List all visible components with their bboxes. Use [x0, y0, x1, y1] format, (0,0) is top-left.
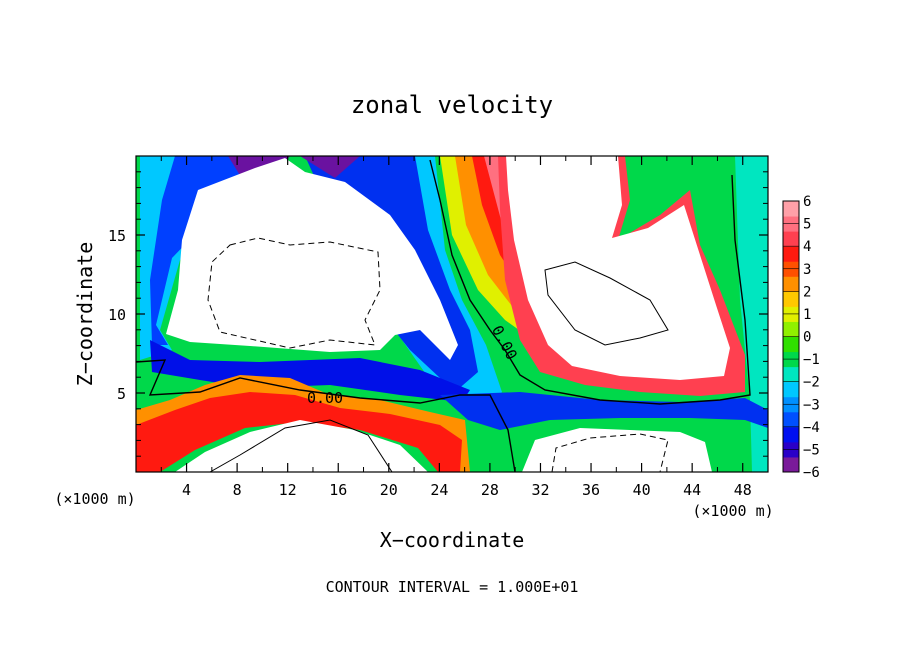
colorbar-label: −1: [803, 352, 820, 368]
colorbar-swatch: [783, 231, 799, 247]
colorbar-label: 5: [803, 217, 811, 233]
x-tick-label: 8: [233, 481, 242, 499]
x-unit-right: (×1000 m): [692, 502, 773, 520]
colorbar-swatch: [783, 411, 799, 428]
x-tick-label: 4: [182, 481, 191, 499]
x-tick-label: 40: [633, 481, 651, 499]
colorbar-swatch: [783, 291, 799, 307]
band-blob-bottom: [150, 340, 470, 402]
colorbar-swatch: [783, 456, 799, 473]
colorbar-label: 6: [803, 194, 811, 210]
x-unit-left: (×1000 m): [54, 490, 135, 508]
x-tick-label: 16: [329, 481, 347, 499]
contour-zero-upper: [429, 159, 751, 405]
y-tick-label: 10: [108, 306, 126, 324]
colorbar-label: −3: [803, 397, 820, 413]
colorbar-swatch: [783, 321, 799, 337]
y-tick-label: 15: [108, 227, 126, 245]
contour-label-zero-1: 0.00: [307, 389, 343, 407]
blob-upper-negative: [166, 158, 458, 360]
x-tick-label: 36: [582, 481, 600, 499]
contour-zero-lower: [136, 359, 516, 472]
blob-upper-positive-core: [506, 156, 730, 380]
y-axis-label: Z−coordinate: [73, 242, 97, 387]
colorbar-swatch: [783, 276, 799, 292]
colorbar-swatch: [783, 366, 799, 383]
colorbar-label: −6: [803, 465, 820, 481]
chart-title: zonal velocity: [351, 91, 553, 119]
colorbar-label: 4: [803, 239, 811, 255]
colorbar-swatch: [783, 381, 799, 398]
colorbar-swatch: [783, 246, 799, 262]
band-lower-left-red: [136, 392, 462, 472]
x-tick-label: 28: [481, 481, 499, 499]
y-axis: 5 10 15: [108, 171, 768, 457]
colorbar-label: −5: [803, 442, 820, 458]
contour-dashed-upper: [207, 237, 381, 349]
x-axis: 4 8 12 16 20 24 28 32 36 40 44 48: [160, 156, 752, 499]
colorbar-swatch: [783, 336, 799, 353]
contour-dashed-lower: [551, 433, 669, 472]
x-axis-label: X−coordinate: [380, 528, 525, 552]
colorbar-label: −2: [803, 375, 820, 391]
blob-lower-positive: [175, 420, 428, 472]
contour-interval-note: CONTOUR INTERVAL = 1.000E+01: [326, 578, 579, 596]
colorbar-label: −4: [803, 420, 820, 436]
x-tick-label: 24: [430, 481, 448, 499]
x-tick-label: 44: [683, 481, 701, 499]
band-top-purple-2: [300, 156, 360, 178]
y-tick-label: 5: [117, 385, 126, 403]
band-west-blue: [150, 156, 278, 345]
x-tick-label: 20: [380, 481, 398, 499]
colorbar-label: 3: [803, 262, 811, 278]
colorbar-label: 1: [803, 307, 811, 323]
x-tick-label: 12: [279, 481, 297, 499]
contour-solid-lower: [209, 419, 393, 472]
band-lower-blue: [440, 392, 768, 430]
colorbar: 6 5 4 3 2 1 0 −1 −2 −3 −4 −5 −6: [782, 194, 820, 481]
colorbar-label: 2: [803, 284, 811, 300]
x-tick-label: 32: [531, 481, 549, 499]
colorbar-swatch: [783, 426, 799, 443]
colorbar-swatch: [783, 201, 799, 217]
contour-solid-right: [544, 261, 669, 346]
colorbar-label: 0: [803, 330, 811, 346]
x-tick-label: 48: [734, 481, 752, 499]
velocity-field: [136, 156, 768, 472]
